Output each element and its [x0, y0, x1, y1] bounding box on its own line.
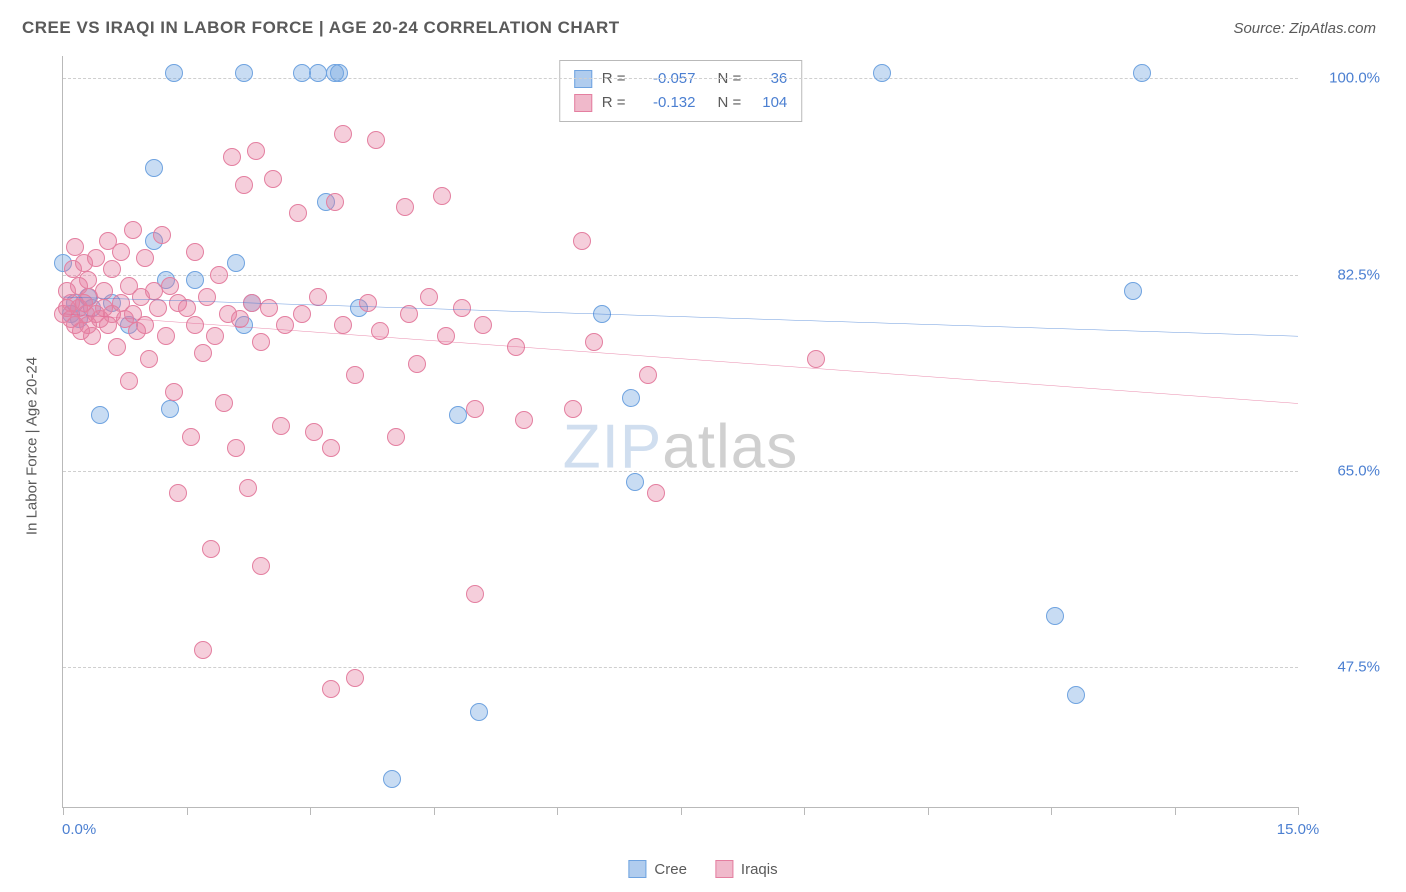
plot-area: ZIPatlas R = -0.057 N = 36 R = -0.132 N …: [62, 56, 1298, 808]
legend-item-iraqis: Iraqis: [715, 860, 778, 878]
x-tick: [804, 807, 805, 815]
chart-title: CREE VS IRAQI IN LABOR FORCE | AGE 20-24…: [22, 18, 620, 38]
x-tick: [1298, 807, 1299, 815]
x-tick: [187, 807, 188, 815]
y-axis-label: In Labor Force | Age 20-24: [24, 357, 41, 535]
x-tick: [310, 807, 311, 815]
y-tick-label: 47.5%: [1310, 658, 1380, 675]
trend-lines: [63, 56, 1298, 807]
source-attribution: Source: ZipAtlas.com: [1233, 20, 1376, 37]
header: CREE VS IRAQI IN LABOR FORCE | AGE 20-24…: [0, 0, 1406, 48]
legend-label-cree: Cree: [654, 861, 687, 878]
y-tick-label: 82.5%: [1310, 266, 1380, 283]
y-tick-label: 65.0%: [1310, 462, 1380, 479]
trend-line: [63, 314, 1298, 404]
series-legend: Cree Iraqis: [628, 860, 777, 878]
x-tick: [681, 807, 682, 815]
x-tick: [434, 807, 435, 815]
legend-label-iraqis: Iraqis: [741, 861, 778, 878]
x-tick: [1175, 807, 1176, 815]
trend-line: [63, 297, 1298, 336]
y-tick-label: 100.0%: [1310, 70, 1380, 87]
x-tick: [63, 807, 64, 815]
x-tick: [1051, 807, 1052, 815]
x-max-label: 15.0%: [1277, 821, 1320, 838]
x-tick: [557, 807, 558, 815]
legend-item-cree: Cree: [628, 860, 687, 878]
x-min-label: 0.0%: [62, 821, 96, 838]
legend-swatch-cree: [628, 860, 646, 878]
legend-swatch-iraqis: [715, 860, 733, 878]
chart-container: In Labor Force | Age 20-24 ZIPatlas R = …: [40, 56, 1388, 836]
x-tick: [928, 807, 929, 815]
